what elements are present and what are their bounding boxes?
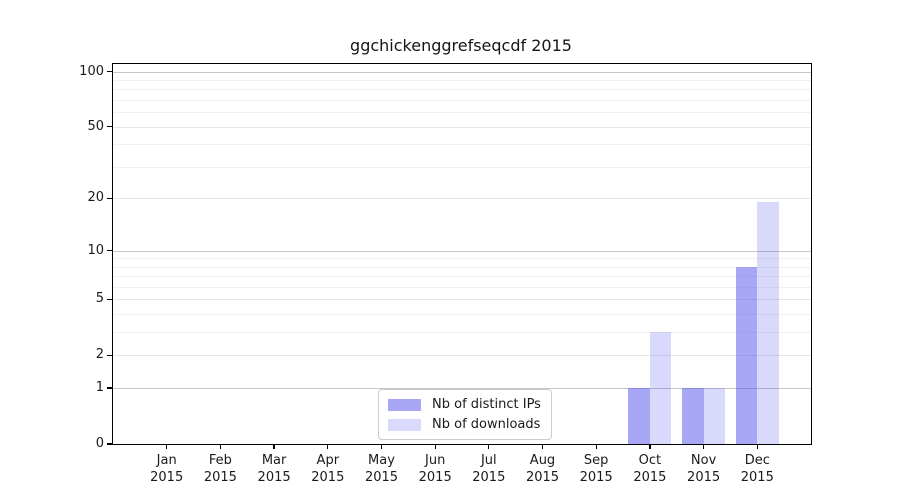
month-year: 2015 [150,470,184,485]
x-tick-label-jul: Jul 2015 [457,452,521,486]
x-tick-jan [166,444,168,449]
month-year: 2015 [311,470,345,485]
gridline-y-7 [113,276,811,278]
month-year: 2015 [740,470,774,485]
x-tick-aug [541,444,544,449]
month-name: Jul [480,453,497,468]
legend-entry-distinct-ips: Nb of distinct IPs [388,397,541,412]
gridline-y-60 [113,112,811,114]
x-tick-nov [703,444,705,449]
x-tick-jul [488,444,490,449]
month-name: Apr [316,453,340,468]
x-tick-sep [595,444,597,449]
gridline-y-3 [113,332,811,334]
month-name: Oct [638,453,662,468]
x-tick-label-nov: Nov 2015 [672,452,736,486]
gridline-y-80 [113,89,811,91]
bar-downloads-nov [703,388,726,444]
y-tick-2 [107,354,112,356]
gridline-y-1 [113,388,811,390]
gridline-y-20 [113,198,811,200]
bar-ips-nov [682,388,704,444]
x-tick-oct [649,444,651,449]
y-tick-0 [107,443,112,445]
bar-ips-oct [628,388,650,444]
month-name: Sep [583,453,609,468]
y-tick-5 [107,298,112,301]
month-name: Nov [690,453,717,468]
x-tick-feb [219,444,221,449]
month-name: Mar [261,453,287,468]
x-tick-mar [273,444,275,449]
x-tick-label-aug: Aug 2015 [511,452,575,486]
y-tick-label-50: 50 [87,118,104,134]
gridline-y-6 [113,287,811,288]
month-name: Dec [744,453,770,468]
y-tick-label-2: 2 [95,347,104,363]
gridline-y-2 [113,355,811,357]
month-year: 2015 [687,470,721,485]
gridline-y-4 [113,314,811,316]
y-tick-label-20: 20 [87,190,104,206]
gridline-y-8 [113,266,811,268]
month-year: 2015 [257,470,291,485]
x-tick-label-sep: Sep 2015 [564,452,628,486]
gridline-y-50 [113,126,811,128]
gridline-y-100 [113,71,811,73]
x-tick-may [380,444,383,449]
y-tick-1 [107,387,112,389]
y-tick-label-5: 5 [95,291,104,307]
legend-label-distinct-ips: Nb of distinct IPs [432,397,541,412]
legend-swatch-downloads [388,418,421,431]
x-tick-label-jan: Jan 2015 [135,452,199,486]
gridline-y-40 [113,144,811,146]
month-year: 2015 [418,470,452,485]
x-tick-label-may: May 2015 [350,452,414,486]
bar-downloads-oct [649,332,672,444]
month-year: 2015 [472,470,506,485]
chart-title: ggchickenggrefseqcdf 2015 [350,36,572,55]
legend-swatch-distinct-ips [388,398,421,411]
x-tick-label-oct: Oct 2015 [618,452,682,486]
y-tick-50 [107,126,112,128]
month-year: 2015 [633,470,667,485]
gridline-y-30 [113,166,811,168]
x-tick-apr [327,444,329,449]
x-tick-jun [434,444,436,449]
gridline-y-70 [113,100,811,102]
x-tick-label-feb: Feb 2015 [188,452,252,486]
x-tick-label-apr: Apr 2015 [296,452,360,486]
month-name: Feb [208,453,232,468]
y-tick-100 [107,71,112,73]
month-year: 2015 [579,470,613,485]
x-tick-label-jun: Jun 2015 [403,452,467,486]
legend-label-downloads: Nb of downloads [432,417,541,432]
gridline-y-90 [113,80,811,81]
legend-entry-downloads: Nb of downloads [388,417,541,432]
month-year: 2015 [525,470,560,485]
bar-downloads-dec [757,202,779,444]
gridline-y-5 [113,299,811,301]
month-year: 2015 [364,470,399,485]
bar-ips-dec [735,266,758,444]
month-year: 2015 [203,470,237,485]
y-tick-label-0: 0 [95,436,104,451]
x-tick-label-dec: Dec 2015 [725,452,789,486]
gridline-y-9 [113,258,811,260]
gridline-y-10 [113,250,811,252]
y-tick-label-10: 10 [87,242,104,258]
y-tick-20 [107,197,112,199]
month-name: May [368,453,395,468]
legend: Nb of distinct IPs Nb of downloads [378,389,552,440]
y-tick-label-100: 100 [79,63,104,79]
plot-area: Nb of distinct IPs Nb of downloads Jan 20… [79,63,812,485]
x-tick-dec [756,444,758,449]
x-tick-label-mar: Mar 2015 [242,452,306,486]
month-name: Jan [156,453,177,468]
month-name: Jun [425,453,446,468]
y-tick-label-1: 1 [95,380,104,396]
month-name: Aug [529,453,556,468]
y-tick-10 [107,249,112,252]
